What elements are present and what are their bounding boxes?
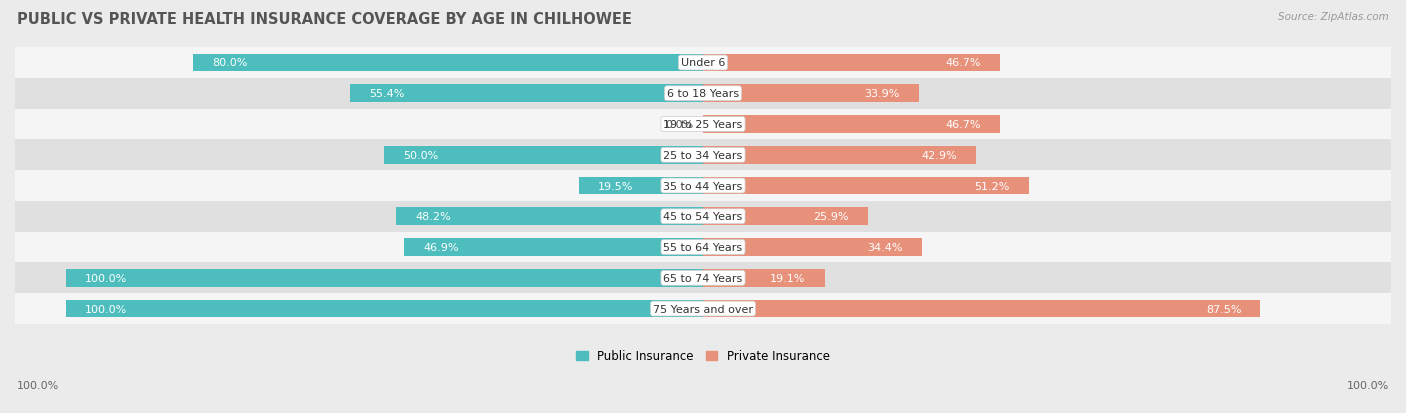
Text: 100.0%: 100.0% [86, 304, 128, 314]
Text: 34.4%: 34.4% [868, 242, 903, 252]
Text: 25 to 34 Years: 25 to 34 Years [664, 150, 742, 160]
Bar [703, 177, 1029, 195]
Bar [15, 140, 1391, 171]
Bar [703, 269, 825, 287]
Text: 42.9%: 42.9% [921, 150, 957, 160]
Text: 46.9%: 46.9% [423, 242, 458, 252]
Bar [15, 232, 1391, 263]
Text: 100.0%: 100.0% [17, 380, 59, 390]
Text: 45 to 54 Years: 45 to 54 Years [664, 212, 742, 222]
Text: 19.1%: 19.1% [770, 273, 806, 283]
Bar [703, 116, 1001, 133]
Bar [703, 147, 976, 164]
Bar [15, 294, 1391, 324]
Bar [15, 263, 1391, 294]
Text: 87.5%: 87.5% [1206, 304, 1241, 314]
Text: 51.2%: 51.2% [974, 181, 1010, 191]
Bar [66, 300, 703, 318]
Bar [15, 79, 1391, 109]
Bar [350, 85, 703, 103]
Legend: Public Insurance, Private Insurance: Public Insurance, Private Insurance [576, 349, 830, 363]
Text: 46.7%: 46.7% [946, 58, 981, 68]
Text: Under 6: Under 6 [681, 58, 725, 68]
Text: 0.0%: 0.0% [665, 120, 693, 130]
Text: 6 to 18 Years: 6 to 18 Years [666, 89, 740, 99]
Text: 35 to 44 Years: 35 to 44 Years [664, 181, 742, 191]
Bar [66, 269, 703, 287]
Text: 46.7%: 46.7% [946, 120, 981, 130]
Bar [15, 171, 1391, 202]
Text: 75 Years and over: 75 Years and over [652, 304, 754, 314]
Text: 19 to 25 Years: 19 to 25 Years [664, 120, 742, 130]
Text: 55 to 64 Years: 55 to 64 Years [664, 242, 742, 252]
Bar [396, 208, 703, 225]
Bar [703, 300, 1260, 318]
Text: 100.0%: 100.0% [86, 273, 128, 283]
Bar [384, 147, 703, 164]
Text: 25.9%: 25.9% [814, 212, 849, 222]
Text: 65 to 74 Years: 65 to 74 Years [664, 273, 742, 283]
Bar [194, 55, 703, 72]
Bar [15, 48, 1391, 79]
Bar [703, 85, 920, 103]
Text: 48.2%: 48.2% [415, 212, 451, 222]
Text: 50.0%: 50.0% [404, 150, 439, 160]
Text: 33.9%: 33.9% [865, 89, 900, 99]
Bar [405, 239, 703, 256]
Text: PUBLIC VS PRIVATE HEALTH INSURANCE COVERAGE BY AGE IN CHILHOWEE: PUBLIC VS PRIVATE HEALTH INSURANCE COVER… [17, 12, 631, 27]
Bar [15, 109, 1391, 140]
Text: 80.0%: 80.0% [212, 58, 247, 68]
Text: 100.0%: 100.0% [1347, 380, 1389, 390]
Bar [579, 177, 703, 195]
Text: 19.5%: 19.5% [598, 181, 633, 191]
Text: 55.4%: 55.4% [370, 89, 405, 99]
Bar [703, 208, 868, 225]
Text: Source: ZipAtlas.com: Source: ZipAtlas.com [1278, 12, 1389, 22]
Bar [703, 239, 922, 256]
Bar [703, 55, 1001, 72]
Bar [15, 202, 1391, 232]
